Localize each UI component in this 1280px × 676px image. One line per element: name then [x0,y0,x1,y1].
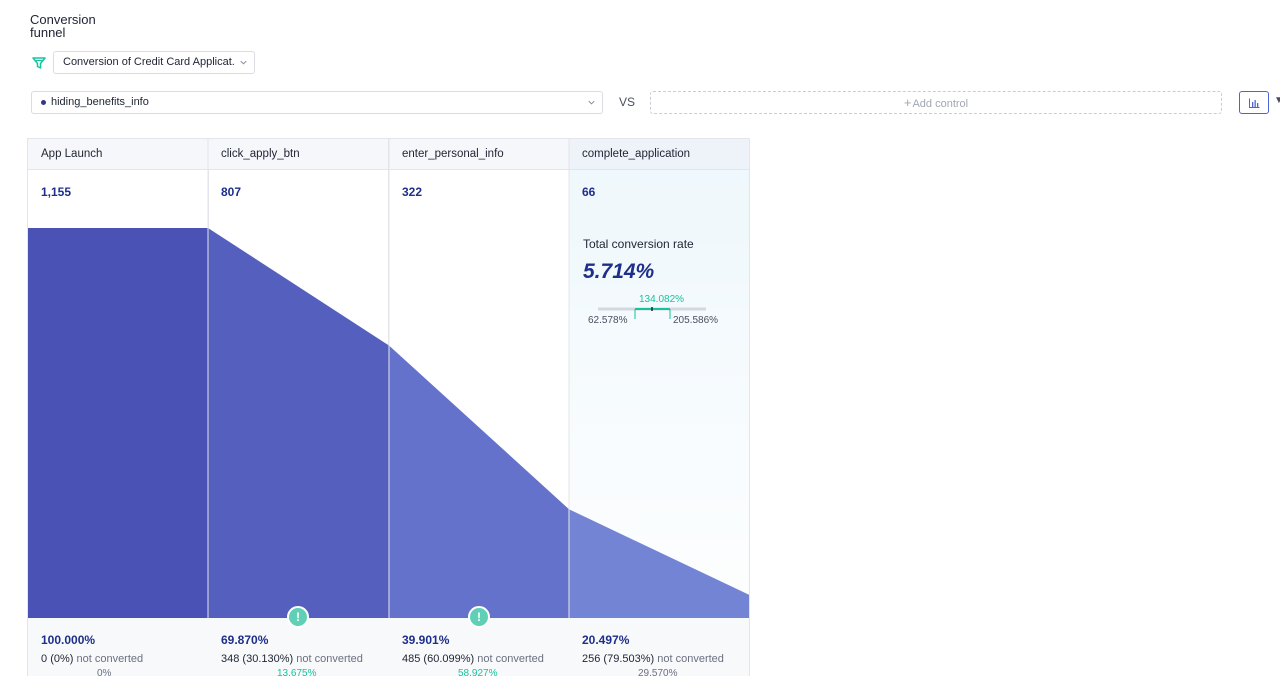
step-count: 322 [402,185,423,199]
chevron-down-icon[interactable]: ▼ [1274,95,1280,106]
plus-icon: + [903,95,912,110]
page-title: Conversion funnel [30,12,96,40]
step-not-converted: 348 (30.130%) not converted [221,653,363,665]
step-sub-value: 13.675% [277,668,317,676]
ci-low-value: 62.578% [588,315,628,326]
funnel-icon [32,56,46,69]
funnel-segment [208,228,389,618]
exclamation-icon[interactable]: ! [287,606,309,628]
ci-mid-value: 134.082% [639,294,685,305]
step-header: App Launch [28,139,208,170]
step-conversion: 20.497% [582,633,630,647]
step-conversion: 69.870% [221,633,269,647]
step-count: 66 [582,185,596,199]
funnel-select-value: Conversion of Credit Card Applicat. [63,56,235,68]
step-sub-value: 29.570% [638,668,678,676]
funnel-segment [389,345,569,618]
variant-select[interactable]: hiding_benefits_info [31,91,603,114]
funnel-segment [569,509,749,618]
step-sub-value: 0% [97,668,112,676]
vs-label: VS [619,95,636,109]
funnel-select[interactable]: Conversion of Credit Card Applicat. [53,51,255,74]
step-count: 1,155 [41,185,72,199]
chevron-down-icon [588,100,595,105]
add-control-button[interactable]: +Add control [650,91,1222,114]
step-conversion: 100.000% [41,633,96,647]
funnel-segment [28,228,208,618]
chevron-down-icon [240,60,247,65]
step-header: complete_application [569,139,749,170]
step-count: 807 [221,185,242,199]
step-not-converted: 256 (79.503%) not converted [582,653,724,665]
exclamation-icon[interactable]: ! [468,606,490,628]
chart-view-button[interactable] [1239,91,1269,114]
step-header: enter_personal_info [389,139,569,170]
variant-dot [41,100,46,105]
step-not-converted: 485 (60.099%) not converted [402,653,544,665]
total-conversion-value: 5.714% [583,260,655,283]
total-conversion-label: Total conversion rate [583,237,694,251]
funnel-chart: App Launch click_apply_btn enter_persona… [27,138,750,676]
confidence-interval-bar [598,307,706,319]
step-conversion: 39.901% [402,633,450,647]
ci-high-value: 205.586% [673,315,719,326]
step-header: click_apply_btn [208,139,388,170]
step-not-converted: 0 (0%) not converted [41,653,144,665]
funnel-selector-row: Conversion of Credit Card Applicat. [31,51,255,74]
variant-select-value: hiding_benefits_info [51,96,149,108]
step-sub-value: 58.927% [458,668,498,676]
bar-chart-icon [1249,98,1260,108]
funnel-footer [28,618,749,676]
add-control-label: Add control [912,98,969,110]
funnel-area [28,139,749,618]
